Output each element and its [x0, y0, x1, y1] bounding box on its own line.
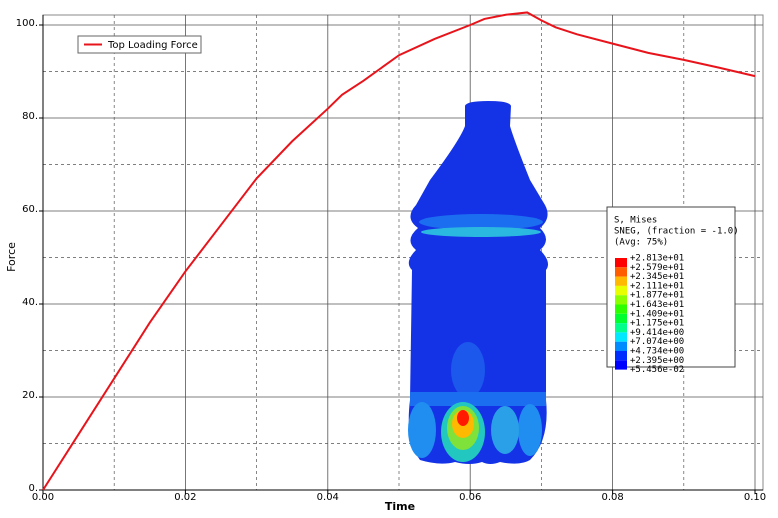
contour-swatch	[615, 258, 627, 268]
y-axis-label: Force	[5, 242, 18, 272]
bottle-foot	[491, 406, 519, 454]
contour-swatch	[615, 341, 627, 351]
x-tick-label: 0.06	[459, 492, 481, 503]
y-tick-label: 100.	[16, 18, 38, 29]
contour-label: +5.456e-02	[630, 365, 684, 375]
contour-swatch	[615, 332, 627, 342]
contour-swatch	[615, 276, 627, 286]
contour-legend-title: SNEG, (fraction = -1.0)	[614, 227, 739, 237]
y-tick-label: 60.	[22, 204, 38, 215]
contour-swatch	[615, 360, 627, 370]
contour-label: +1.877e+01	[630, 291, 684, 301]
bottle-foot	[408, 402, 436, 458]
contour-swatch	[615, 267, 627, 277]
legend-label: Top Loading Force	[107, 40, 198, 51]
contour-label: +2.111e+01	[630, 281, 684, 291]
x-axis-label: Time	[385, 500, 415, 513]
contour-label: +2.579e+01	[630, 263, 684, 273]
x-tick-label: 0.08	[601, 492, 623, 503]
contour-label: +2.345e+01	[630, 272, 684, 282]
contour-label: +9.414e+00	[630, 328, 684, 338]
contour-legend-title: S, Mises	[614, 216, 657, 226]
bottle-rib	[419, 214, 543, 230]
contour-legend-box	[606, 206, 736, 368]
line	[42, 11, 756, 491]
bottle-rib	[421, 227, 541, 237]
y-tick-label: 80.	[22, 111, 38, 122]
bottle-panel	[451, 342, 485, 398]
contour-label: +7.074e+00	[630, 337, 684, 347]
legend-box	[77, 35, 202, 54]
x-tick-label: 0.10	[744, 492, 766, 503]
y-tick-label: 0.	[28, 483, 38, 494]
y-tick-label: 20.	[22, 390, 38, 401]
contour-swatch	[615, 313, 627, 324]
contour-label: +1.175e+01	[630, 319, 684, 329]
contour-label: +4.734e+00	[630, 347, 684, 357]
x-tick-label: 0.02	[174, 492, 196, 503]
bottle-image	[408, 101, 548, 464]
contour-label: +2.395e+00	[630, 356, 684, 366]
bottle-foot	[518, 404, 542, 456]
x-tick-label: 0.04	[317, 492, 339, 503]
contour-label: +1.409e+01	[630, 309, 684, 319]
contour-label: +1.643e+01	[630, 300, 684, 310]
contour-label: +2.813e+01	[630, 254, 684, 264]
bottle-hot	[457, 410, 469, 426]
plot: 0. 20. 40. 60. 80. 100. 0.00 0.02 0.04 0.06 0.08 0.…	[16, 11, 766, 503]
contour-swatch	[615, 304, 627, 314]
y-tick-label: 40.	[22, 297, 38, 308]
contour-legend-title: (Avg: 75%)	[614, 238, 668, 248]
contour-swatch	[615, 295, 627, 305]
x-tick-label: 0.00	[32, 492, 54, 503]
bottle-base-band	[410, 392, 546, 406]
contour-swatch	[615, 285, 627, 296]
contour-swatch	[615, 323, 627, 333]
contour-swatch	[615, 351, 627, 361]
legend: Top Loading Force	[77, 35, 202, 54]
bottle-body	[408, 101, 548, 464]
